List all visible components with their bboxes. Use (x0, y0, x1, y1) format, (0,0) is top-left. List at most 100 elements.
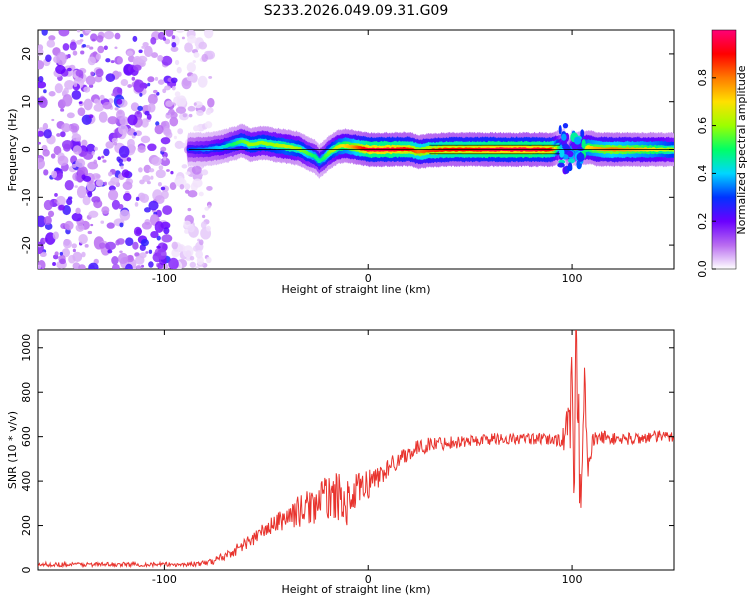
heatmap-noise-blob (120, 79, 129, 87)
heatmap-noise-blob (163, 127, 172, 136)
heatmap-noise-blob (205, 256, 212, 264)
heatmap-noise-blob (42, 122, 49, 130)
heatmap-noise-blob (141, 221, 152, 230)
heatmap-noise-blob (38, 81, 47, 89)
heatmap-noise-blob (187, 190, 198, 198)
heatmap-noise-blob (192, 60, 196, 63)
heatmap-noise-blob (56, 51, 67, 66)
heatmap-noise-blob (150, 175, 154, 180)
line-frame (37, 329, 675, 571)
heatmap-noise-blob (114, 46, 118, 50)
heatmap-noise-blob (38, 141, 41, 145)
heatmap-noise-blob (148, 200, 159, 211)
heatmap-noise-blob (157, 182, 162, 187)
heatmap-noise-blob (60, 131, 66, 138)
line-x-label: Height of straight line (km) (281, 583, 430, 596)
heatmap-noise-blob (125, 263, 133, 269)
heatmap-noise-blob (126, 50, 134, 57)
heatmap-noise-blob (175, 106, 187, 114)
heatmap-noise-blob (160, 137, 171, 145)
heatmap-noise-blob (98, 111, 108, 123)
heatmap-noise-blob (52, 231, 59, 240)
heatmap-noise-blob (134, 202, 139, 207)
heatmap-noise-blob (170, 46, 179, 52)
heatmap-noise-blob (111, 199, 120, 210)
heatmap-y-tick-label: -10 (20, 188, 33, 206)
heatmap-noise-blob (187, 224, 195, 233)
heatmap-burst-blob (557, 162, 565, 168)
heatmap-noise-blob (177, 244, 186, 252)
heatmap-noise-blob (66, 67, 72, 72)
heatmap-y-tick-label: 0 (20, 146, 33, 153)
heatmap-noise-blob (84, 30, 92, 34)
heatmap-noise-blob (55, 65, 66, 75)
heatmap-noise-blob (169, 182, 177, 191)
line-y-tick-label: 1000 (20, 334, 33, 362)
heatmap-noise-blob (58, 204, 66, 211)
heatmap-noise-blob (103, 30, 115, 40)
heatmap-noise-blob (201, 53, 209, 62)
heatmap-noise-blob (162, 88, 167, 94)
heatmap-noise-blob (208, 75, 213, 79)
heatmap-burst-blob (564, 132, 570, 142)
heatmap-noise-blob (81, 139, 88, 147)
heatmap-noise-blob (38, 48, 44, 56)
heatmap-noise-blob (85, 75, 96, 86)
heatmap-noise-blob (63, 238, 72, 249)
heatmap-noise-blob (147, 143, 157, 152)
heatmap-noise-blob (117, 110, 123, 115)
line-y-tick-label: 600 (20, 426, 33, 447)
heatmap-noise-blob (89, 46, 94, 50)
heatmap-noise-blob (135, 196, 140, 202)
heatmap-noise-blob (186, 62, 196, 73)
heatmap-noise-blob (201, 214, 206, 219)
line-y-ticks: 0 200 400 600 800 1000 (20, 334, 674, 574)
heatmap-noise-blob (107, 249, 113, 254)
heatmap-noise-blob (122, 181, 133, 191)
heatmap-noise-blob (105, 241, 116, 251)
heatmap-noise-blob (123, 192, 132, 202)
heatmap-noise-blob (188, 113, 193, 118)
heatmap-noise-blob (135, 265, 142, 269)
heatmap-noise-blob (120, 165, 124, 170)
heatmap-x-tick-label: -100 (152, 272, 177, 285)
heatmap-noise-blob (75, 158, 86, 168)
heatmap-y-ticks: -20 -10 0 10 20 (20, 47, 674, 254)
heatmap-burst-blob (581, 139, 586, 149)
heatmap-noise-blob (165, 30, 174, 37)
heatmap-noise-blob (48, 35, 56, 41)
heatmap-noise-blob (206, 185, 213, 191)
heatmap-noise-blob (103, 148, 110, 157)
heatmap-noise-blob (88, 180, 94, 185)
line-panel: 0 200 400 600 800 1000 -100 0 100 Height of str… (6, 329, 675, 596)
heatmap-noise-blob (43, 199, 53, 211)
heatmap-noise-blob (173, 135, 177, 140)
heatmap-noise-blob (103, 45, 108, 51)
chart-title: S233.2026.049.09.31.G09 (264, 3, 449, 19)
heatmap-noise-blob (144, 110, 150, 116)
heatmap-noise-blob (43, 215, 52, 225)
heatmap-noise-blob (147, 82, 151, 87)
heatmap-noise-blob (165, 100, 174, 107)
heatmap-noise-blob (38, 60, 45, 70)
heatmap-noise-blob (66, 112, 75, 119)
heatmap-noise-blob (121, 169, 130, 178)
heatmap-noise-blob (105, 141, 114, 149)
heatmap-noise-blob (157, 79, 165, 85)
heatmap-noise-blob (78, 101, 83, 104)
heatmap-noise-blob (164, 85, 171, 91)
heatmap-noise-blob (94, 201, 98, 205)
heatmap-noise-blob (114, 107, 119, 111)
heatmap-noise-blob (71, 163, 77, 168)
heatmap-noise-blob (43, 89, 47, 94)
heatmap-noise-blob (177, 128, 184, 135)
heatmap-noise-blob (72, 50, 78, 56)
heatmap-noise-blob (87, 56, 97, 66)
line-y-tick-label: 0 (20, 567, 33, 574)
heatmap-noise-blob (191, 165, 202, 175)
heatmap-burst-blob (558, 147, 565, 158)
heatmap-noise-blob (83, 86, 91, 93)
colorbar: 0.0 0.2 0.4 0.6 0.8 Normalized spectral ampl… (696, 29, 748, 278)
heatmap-noise-blob (126, 127, 136, 136)
